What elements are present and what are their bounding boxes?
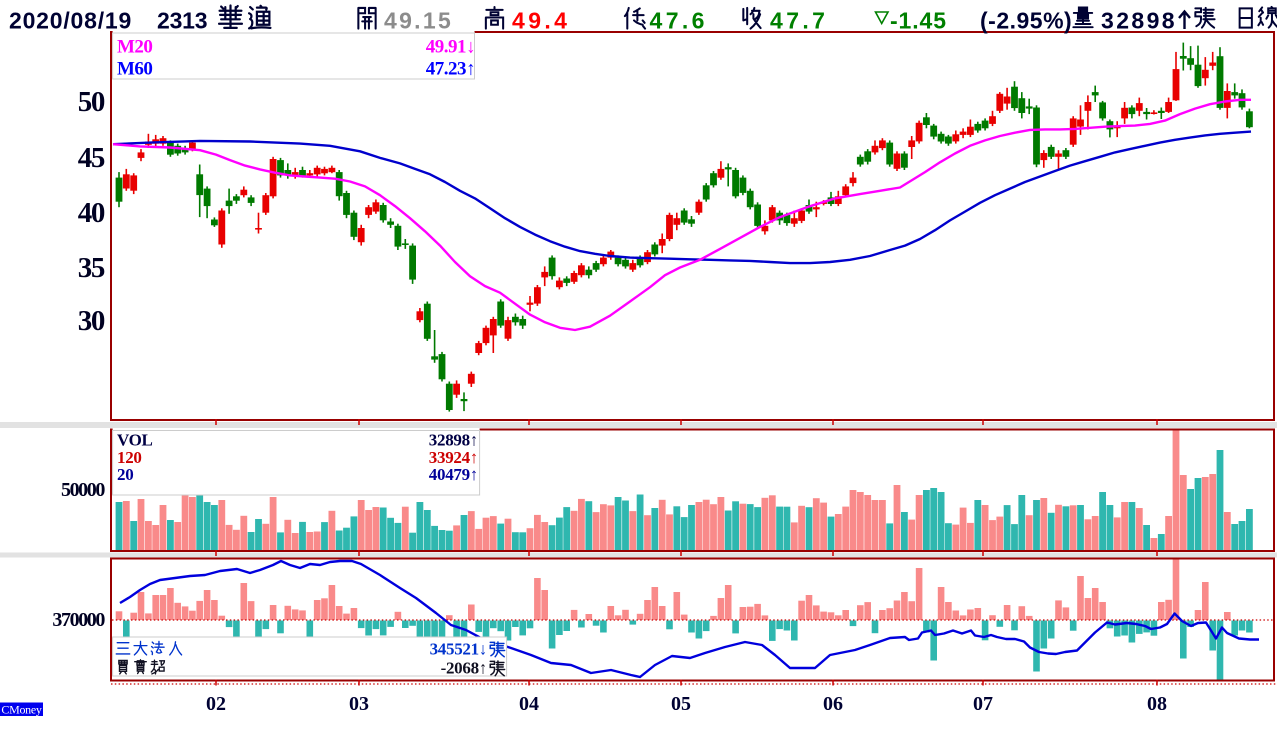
svg-text:2020/08/19: 2020/08/19 xyxy=(9,8,132,34)
svg-text:-1.45: -1.45 xyxy=(890,8,947,34)
svg-text:M60: M60 xyxy=(117,59,152,80)
svg-text:(-2.95%): (-2.95%) xyxy=(980,8,1072,34)
svg-text:32898: 32898 xyxy=(1101,8,1177,34)
svg-text:02: 02 xyxy=(206,693,226,715)
svg-text:50000: 50000 xyxy=(61,479,105,501)
svg-text:30: 30 xyxy=(78,305,105,337)
svg-text:-2068↑: -2068↑ xyxy=(441,659,487,678)
svg-text:CMoney: CMoney xyxy=(1,703,42,717)
svg-text:35: 35 xyxy=(78,252,105,284)
svg-text:33924↑: 33924↑ xyxy=(429,448,478,467)
svg-text:50: 50 xyxy=(78,86,105,118)
svg-text:47.23↑: 47.23↑ xyxy=(426,59,475,80)
svg-text:04: 04 xyxy=(519,693,539,715)
svg-text:49.4: 49.4 xyxy=(512,8,570,34)
svg-text:370000: 370000 xyxy=(52,609,105,631)
svg-text:345521↓: 345521↓ xyxy=(430,640,487,659)
svg-text:47.7: 47.7 xyxy=(770,8,828,34)
svg-text:08: 08 xyxy=(1147,693,1167,715)
svg-text:47.6: 47.6 xyxy=(650,8,708,34)
svg-text:VOL: VOL xyxy=(117,431,153,450)
svg-text:07: 07 xyxy=(973,693,993,715)
svg-text:32898↑: 32898↑ xyxy=(429,431,478,450)
svg-text:40479↑: 40479↑ xyxy=(429,465,478,484)
svg-text:03: 03 xyxy=(349,693,369,715)
svg-text:40: 40 xyxy=(78,197,105,229)
svg-text:M20: M20 xyxy=(117,37,152,58)
svg-text:05: 05 xyxy=(671,693,691,715)
svg-text:120: 120 xyxy=(117,448,142,467)
svg-text:49.15: 49.15 xyxy=(384,8,453,34)
svg-text:20: 20 xyxy=(117,465,133,484)
svg-text:45: 45 xyxy=(78,142,105,174)
svg-text:49.91↓: 49.91↓ xyxy=(426,37,475,58)
svg-text:2313: 2313 xyxy=(157,8,207,34)
svg-text:06: 06 xyxy=(823,693,843,715)
